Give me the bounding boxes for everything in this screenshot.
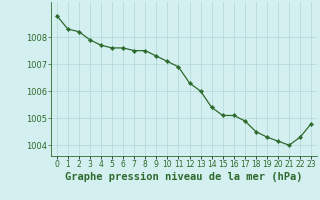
X-axis label: Graphe pression niveau de la mer (hPa): Graphe pression niveau de la mer (hPa) [65,172,303,182]
